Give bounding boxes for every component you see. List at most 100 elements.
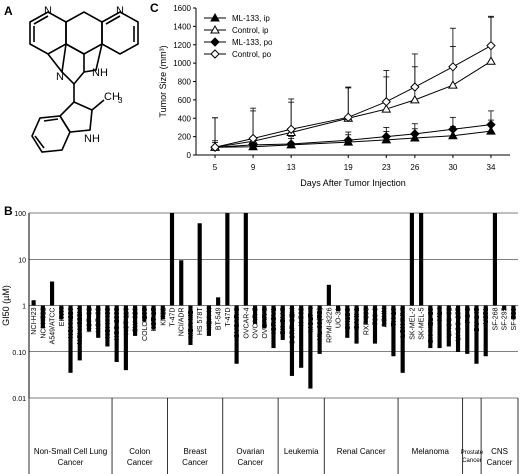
category-label: MDA-MB- (188, 307, 195, 338)
category-label: SK-MEL-5 (419, 307, 426, 339)
category-label: NCI-H322M (77, 307, 84, 344)
category-label: ACHN (382, 308, 389, 328)
bar (160, 305, 165, 320)
bar (483, 305, 488, 357)
x-tick-label: 13 (287, 163, 296, 172)
bar (243, 213, 248, 306)
panel-label-c: C (150, 1, 159, 15)
data-point (410, 129, 420, 139)
category-label: NCI-H460 (105, 307, 112, 338)
y-tick-label: 0.01 (12, 396, 26, 403)
x-tick-label: 30 (448, 163, 457, 172)
y-tick-label: 800 (178, 78, 192, 87)
data-point (410, 82, 420, 92)
data-point (210, 142, 220, 152)
data-point (248, 133, 258, 144)
y-tick-label: 1600 (173, 4, 191, 13)
category-label: UACC-257 (456, 307, 463, 341)
y-tick-label: 600 (178, 96, 192, 105)
category-label: OVCAR-4 (243, 307, 250, 338)
molecule-structure (29, 11, 139, 153)
bar (400, 305, 405, 373)
bar (105, 305, 110, 347)
bar (391, 305, 396, 357)
bar (68, 305, 73, 373)
data-point (486, 40, 496, 51)
atom-subscript-3: 3 (118, 96, 123, 105)
data-point (381, 97, 392, 107)
atom-n-2: N (116, 5, 124, 17)
data-point (248, 140, 258, 150)
group-label: Leukemia (284, 447, 319, 456)
atom-n-3: N (56, 71, 64, 83)
category-label: SF-268 (492, 307, 499, 330)
x-tick-label: 34 (487, 163, 496, 172)
category-label: UO-31 (336, 307, 343, 328)
molecule-ring-indole6 (31, 115, 71, 153)
category-label: OVCAR-3 (234, 307, 241, 338)
bar (446, 305, 451, 347)
group-label: CNS Cancer (487, 447, 513, 467)
category-label: K-562 (299, 307, 306, 326)
category-label: OVCAR-5 (253, 307, 260, 338)
molecule-ring-left (29, 11, 67, 55)
category-label: OVCAR-8 (262, 307, 269, 338)
bar (382, 305, 387, 327)
bar (123, 305, 128, 371)
bar (40, 305, 45, 329)
bar (96, 305, 101, 338)
bar (336, 305, 341, 312)
legend-label: Control, ip (232, 26, 269, 35)
tumor-size-line-chart: 0 200 400 600 800 1000 1200 1400 1600 5 9 13 19 23 26 3… (158, 4, 510, 188)
data-point (343, 135, 353, 146)
data-point (286, 139, 296, 149)
group-label: Non-Small Cell Lung Cancer (34, 447, 107, 467)
bar (252, 305, 258, 324)
data-point (448, 124, 458, 134)
category-label: BT-549 (216, 307, 223, 330)
category-label: SF-539 (511, 307, 518, 330)
data-point (486, 119, 496, 130)
bar (354, 305, 359, 344)
x-tick-label: 19 (344, 163, 353, 172)
x-tick-label: 26 (410, 163, 419, 172)
bar (474, 305, 479, 364)
bar (326, 284, 331, 306)
category-label: COLO 205 (142, 307, 149, 341)
data-point (343, 112, 353, 123)
category-label: RXF 393 (363, 307, 370, 335)
y-tick-label: 1200 (173, 41, 191, 50)
data-point (486, 126, 496, 135)
category-label: HS 578T (197, 307, 204, 335)
category-label: U251 (483, 307, 490, 324)
x-tick-label: 5 (213, 163, 218, 172)
category-label: HCT-116 (123, 307, 130, 335)
category-label: 786-0 (372, 307, 379, 325)
legend-marker (210, 37, 220, 47)
bar (142, 305, 147, 322)
bar (280, 305, 285, 340)
category-label: DU-145 (474, 307, 481, 331)
series-line (214, 60, 492, 148)
molecule-ring-indole5 (58, 101, 93, 133)
category-label: EKVX (59, 307, 66, 326)
category-label: SW-620 (133, 307, 140, 332)
bar (511, 305, 516, 320)
category-label: LOX IMVI (400, 307, 407, 337)
data-point (448, 130, 458, 140)
bar (465, 305, 470, 354)
series-line (215, 124, 492, 148)
bar (437, 305, 442, 349)
bar (502, 305, 507, 310)
gi50-bar-chart: 0.01 0.10 1 10 100 GI50 (µM) NCI-H23 NCI-H522 A5… (1, 211, 519, 474)
category-label: SK-MEL-28 (428, 307, 435, 343)
category-label: RPMI-8226 (326, 307, 333, 343)
atom-nh-2: NH (84, 133, 100, 145)
y-tick-label: 0.10 (12, 350, 26, 357)
bar (59, 305, 64, 320)
group-label: Melanoma (412, 447, 450, 456)
bar (308, 305, 313, 389)
data-point (286, 124, 296, 134)
bar (317, 305, 322, 354)
